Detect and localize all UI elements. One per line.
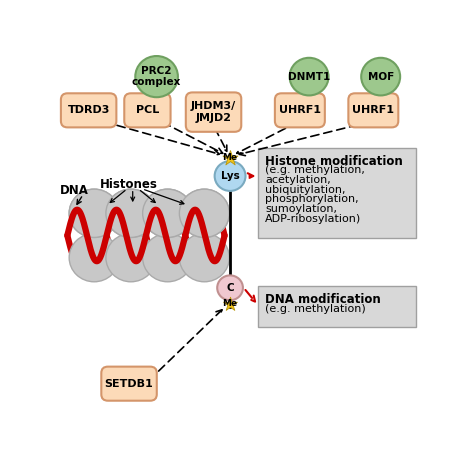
Text: Histone modification: Histone modification [265,155,403,168]
FancyBboxPatch shape [348,93,398,127]
Circle shape [217,275,243,300]
FancyBboxPatch shape [61,93,117,127]
Text: UHRF1: UHRF1 [352,106,394,115]
Text: sumoylation,: sumoylation, [265,204,337,214]
Text: ubiquitylation,: ubiquitylation, [265,184,346,195]
Text: UHRF1: UHRF1 [279,106,321,115]
Text: Me: Me [222,154,237,162]
Text: (e.g. methylation): (e.g. methylation) [265,304,366,314]
Text: ADP-ribosylation): ADP-ribosylation) [265,214,361,225]
Circle shape [106,234,156,282]
Text: MOF: MOF [367,71,394,82]
Circle shape [106,189,156,237]
Text: SETDB1: SETDB1 [105,378,154,389]
Text: TDRD3: TDRD3 [67,106,110,115]
FancyBboxPatch shape [124,93,171,127]
Text: Histones: Histones [100,178,158,191]
FancyBboxPatch shape [101,366,157,401]
FancyBboxPatch shape [186,92,241,132]
Text: acetylation,: acetylation, [265,175,331,184]
Circle shape [361,58,400,95]
Text: JHDM3/
JMJD2: JHDM3/ JMJD2 [191,101,236,123]
Text: C: C [226,283,234,293]
Text: PCL: PCL [136,106,159,115]
Circle shape [143,189,192,237]
FancyBboxPatch shape [258,148,416,238]
Circle shape [69,234,119,282]
Point [226,300,234,307]
Circle shape [143,234,192,282]
Text: Lys: Lys [221,171,239,181]
Circle shape [69,189,119,237]
Text: phosphorylation,: phosphorylation, [265,195,359,205]
Point [226,154,234,162]
Text: Me: Me [222,299,237,308]
Text: DNA: DNA [60,184,88,197]
Text: DNA modification: DNA modification [265,293,381,306]
Circle shape [290,58,328,95]
Circle shape [215,161,246,191]
Circle shape [69,189,119,237]
Text: (e.g. methylation,: (e.g. methylation, [265,165,365,175]
FancyBboxPatch shape [258,286,416,327]
Circle shape [179,234,229,282]
Circle shape [106,189,156,237]
Circle shape [179,189,229,237]
Circle shape [179,189,229,237]
Circle shape [135,56,178,97]
Circle shape [143,189,192,237]
Text: PRC2
complex: PRC2 complex [132,66,181,88]
FancyBboxPatch shape [275,93,325,127]
Text: DNMT1: DNMT1 [288,71,330,82]
